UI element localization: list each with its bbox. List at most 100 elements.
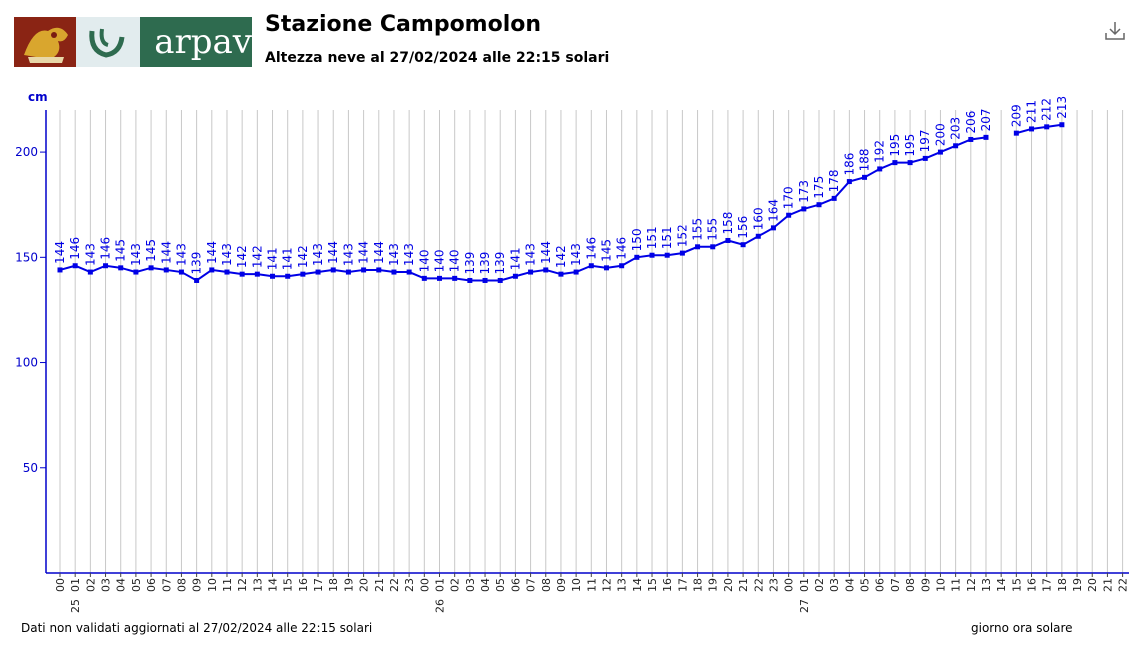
x-tick-label: 08 [540, 578, 553, 592]
x-tick-label: 01 [69, 578, 82, 592]
data-label: 146 [584, 237, 598, 260]
x-tick-label: 15 [1010, 578, 1023, 592]
y-tick-label: 100 [15, 356, 38, 370]
data-point [603, 265, 609, 271]
data-point [376, 267, 382, 273]
data-label: 146 [68, 237, 82, 260]
data-label: 144 [357, 241, 371, 264]
data-point [133, 269, 139, 275]
data-label: 143 [402, 243, 416, 266]
data-point [452, 275, 458, 281]
data-point [862, 174, 868, 180]
data-point [816, 202, 822, 208]
data-label: 145 [144, 239, 158, 262]
data-label: 151 [645, 226, 659, 249]
data-point [57, 267, 63, 273]
download-button[interactable] [1104, 20, 1126, 42]
x-tick-label: 19 [1071, 578, 1084, 592]
x-tick-label: 12 [236, 578, 249, 592]
data-label: 143 [311, 243, 325, 266]
data-point [163, 267, 169, 273]
x-tick-label: 17 [676, 578, 689, 592]
data-label: 139 [478, 252, 492, 275]
x-tick-label: 14 [631, 578, 644, 592]
x-tick-label: 16 [1026, 578, 1039, 592]
y-axis-label: cm [28, 90, 48, 104]
x-tick-label: 09 [555, 578, 568, 592]
x-tick-label: 03 [464, 578, 477, 592]
data-point [87, 269, 93, 275]
x-tick-label: 16 [661, 578, 674, 592]
data-label: 203 [949, 117, 963, 140]
data-label: 151 [660, 226, 674, 249]
x-tick-label: 00 [418, 578, 431, 592]
data-label: 143 [387, 243, 401, 266]
x-tick-label: 02 [449, 578, 462, 592]
data-label: 140 [448, 249, 462, 272]
data-point [892, 160, 898, 166]
data-label: 150 [630, 228, 644, 251]
x-tick-label: 13 [616, 578, 629, 592]
data-point [1013, 130, 1019, 136]
data-label: 144 [205, 241, 219, 264]
data-label: 211 [1025, 100, 1039, 123]
data-label: 143 [569, 243, 583, 266]
x-tick-label: 05 [494, 578, 507, 592]
lion-emblem [14, 17, 77, 67]
data-label: 206 [964, 111, 978, 134]
data-point [740, 242, 746, 248]
data-label: 155 [706, 218, 720, 241]
data-label: 145 [599, 239, 613, 262]
y-tick-label: 50 [23, 461, 38, 475]
data-point [679, 250, 685, 256]
x-tick-label: 09 [191, 578, 204, 592]
data-point [695, 244, 701, 250]
data-label: 164 [766, 199, 780, 222]
data-label: 212 [1040, 98, 1054, 121]
x-tick-label: 19 [342, 578, 355, 592]
data-point [512, 273, 518, 279]
data-label: 141 [508, 247, 522, 270]
data-label: 139 [493, 252, 507, 275]
x-tick-label: 19 [707, 578, 720, 592]
data-point [922, 155, 928, 161]
x-tick-label: 06 [509, 578, 522, 592]
data-point [224, 269, 230, 275]
x-tick-label: 20 [1086, 578, 1099, 592]
x-tick-label: 15 [646, 578, 659, 592]
data-point [983, 134, 989, 140]
data-label: 156 [736, 216, 750, 239]
data-label: 155 [691, 218, 705, 241]
data-label: 143 [341, 243, 355, 266]
x-tick-label: 09 [919, 578, 932, 592]
x-tick-label: 17 [1041, 578, 1054, 592]
x-tick-label: 14 [267, 578, 280, 592]
x-tick-label: 21 [1101, 578, 1114, 592]
data-point [755, 233, 761, 239]
x-tick-label: 07 [889, 578, 902, 592]
x-tick-label: 18 [1056, 578, 1069, 592]
data-point [1044, 124, 1050, 130]
data-label: 141 [281, 247, 295, 270]
data-point [345, 269, 351, 275]
data-point [725, 237, 731, 243]
data-label: 170 [782, 186, 796, 209]
data-label: 195 [903, 134, 917, 157]
data-label: 144 [372, 241, 386, 264]
data-point [118, 265, 124, 271]
leaf-emblem [76, 17, 141, 67]
data-point [391, 269, 397, 275]
x-tick-label: 10 [570, 578, 583, 592]
data-label: 207 [979, 108, 993, 131]
data-point [937, 149, 943, 155]
data-label: 142 [235, 245, 249, 268]
data-label: 192 [873, 140, 887, 163]
footer-note: Dati non validati aggiornati al 27/02/20… [21, 621, 373, 635]
x-tick-label: 23 [767, 578, 780, 592]
data-point [1059, 122, 1065, 128]
data-label: 195 [888, 134, 902, 157]
data-label: 209 [1009, 104, 1023, 127]
data-point [968, 136, 974, 142]
x-tick-label: 13 [980, 578, 993, 592]
